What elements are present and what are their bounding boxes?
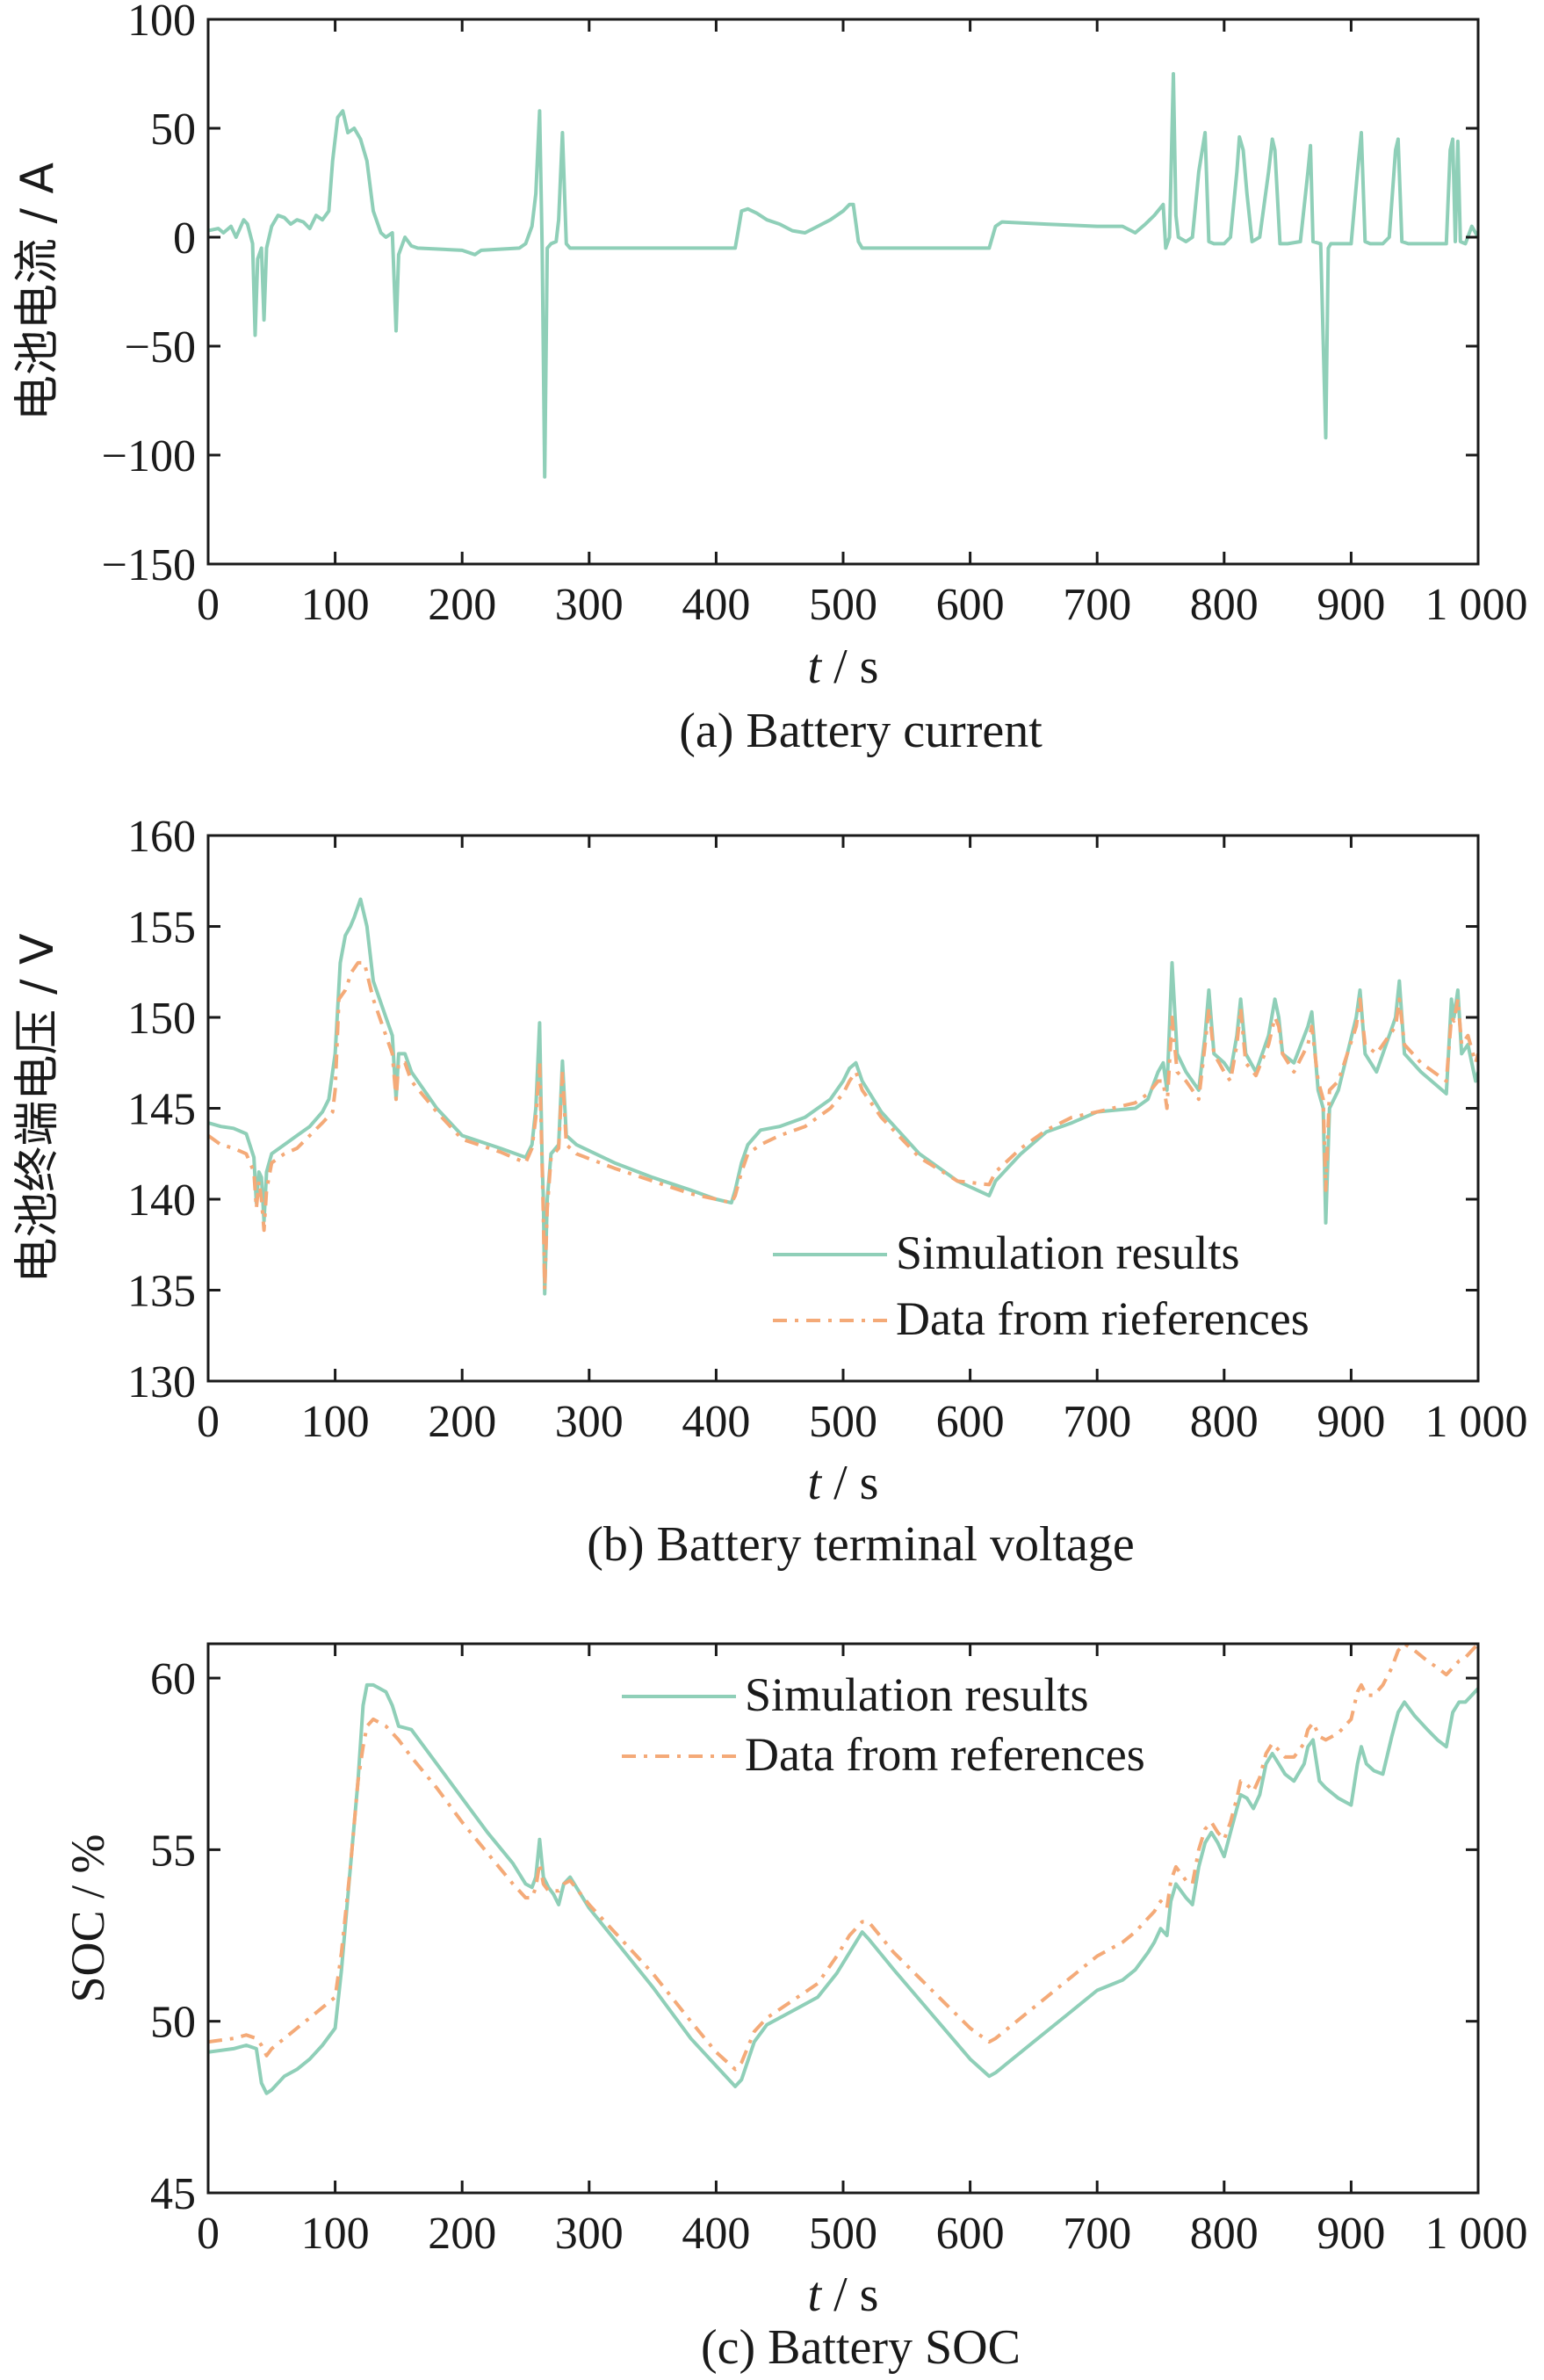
y-tick-label: −50 — [125, 322, 196, 373]
y-axis-label: SOC / % — [61, 1834, 114, 2002]
y-tick-label: 0 — [173, 213, 196, 264]
y-tick-label: 140 — [127, 1176, 196, 1226]
x-axis-label-var: t — [808, 2268, 823, 2322]
x-tick-label: 800 — [1190, 1397, 1259, 1447]
x-tick-label: 600 — [936, 1397, 1005, 1447]
x-tick-label: 200 — [428, 2209, 496, 2259]
panel-caption: (c) Battery SOC — [701, 2320, 1021, 2375]
x-axis-label-var: t — [808, 640, 823, 694]
x-tick-label: 300 — [555, 580, 624, 630]
x-axis-label-unit: / s — [821, 640, 878, 694]
x-tick-label: 700 — [1063, 1397, 1131, 1447]
x-tick-label: 100 — [301, 2209, 370, 2259]
y-tick-label: 150 — [127, 994, 196, 1044]
x-tick-label: 0 — [197, 1397, 220, 1447]
panel-c-battery-soc: 0 100 200 300 400 500 600 700 800 900 1 000 45 50 55 6… — [61, 1642, 1528, 2375]
y-tick-label: −150 — [102, 540, 196, 590]
x-tick-label: 300 — [555, 2209, 624, 2259]
x-tick-label: 1 000 — [1425, 580, 1528, 630]
x-tick-label: 900 — [1317, 580, 1385, 630]
legend: Simulation results Data from rieferences — [773, 1226, 1310, 1345]
x-tick-label: 1 000 — [1425, 1397, 1528, 1447]
y-tick-label: 50 — [150, 105, 196, 155]
x-tick-label: 100 — [301, 580, 370, 630]
x-tick-label: 1 000 — [1425, 2209, 1528, 2259]
x-tick-label: 100 — [301, 1397, 370, 1447]
y-axis-label: 电池终端电压 / V — [11, 933, 64, 1284]
x-tick-label: 200 — [428, 1397, 496, 1447]
series-line-0 — [208, 72, 1478, 479]
x-axis-label: t / s — [808, 2268, 879, 2322]
y-tick-label: 60 — [150, 1654, 196, 1704]
x-tick-label: 500 — [809, 1397, 877, 1447]
x-tick-label: 400 — [682, 2209, 750, 2259]
y-tick-label: 45 — [150, 2169, 196, 2219]
legend-label: Data from rieferences — [896, 1292, 1310, 1345]
x-tick-label: 300 — [555, 1397, 624, 1447]
y-tick-label: 155 — [127, 903, 196, 953]
y-tick-label: 100 — [127, 0, 196, 46]
x-tick-label: 500 — [809, 580, 877, 630]
x-tick-label: 500 — [809, 2209, 877, 2259]
x-tick-label: 700 — [1063, 2209, 1131, 2259]
y-tick-label: 135 — [127, 1267, 196, 1317]
x-tick-label: 900 — [1317, 2209, 1385, 2259]
x-axis-label: t / s — [808, 640, 879, 694]
x-axis-label-unit: / s — [821, 2268, 878, 2322]
panel-a-battery-current: 0 100 200 300 400 500 600 700 800 900 1 000−150−10… — [11, 0, 1528, 758]
panel-b-battery-terminal-voltage: 0 100 200 300 400 500 600 700 800 900 1 000 130 135 1… — [11, 812, 1528, 1572]
y-tick-label: 50 — [150, 1998, 196, 2048]
y-axis-label: 电池电流 / A — [11, 162, 64, 421]
y-tick-label: 130 — [127, 1357, 196, 1407]
x-tick-label: 800 — [1190, 2209, 1259, 2259]
series-line-simulation-results — [208, 1682, 1478, 2095]
x-tick-label: 600 — [936, 580, 1005, 630]
series-line-data-from-rieferences — [208, 960, 1478, 1292]
y-tick-label: 160 — [127, 812, 196, 862]
y-tick-label: 145 — [127, 1085, 196, 1135]
legend-label: Simulation results — [745, 1668, 1089, 1721]
x-tick-label: 0 — [197, 580, 220, 630]
x-axis-label-var: t — [808, 1456, 823, 1510]
x-tick-label: 400 — [682, 1397, 750, 1447]
x-tick-label: 600 — [936, 2209, 1005, 2259]
legend: Simulation results Data from references — [622, 1668, 1145, 1781]
y-tick-label: −100 — [102, 431, 196, 481]
series-line-simulation-results — [208, 897, 1478, 1296]
x-tick-label: 200 — [428, 580, 496, 630]
legend-label: Simulation results — [896, 1226, 1240, 1279]
x-tick-label: 700 — [1063, 580, 1131, 630]
x-tick-label: 0 — [197, 2209, 220, 2259]
x-axis-label-unit: / s — [821, 1456, 878, 1510]
y-tick-label: 55 — [150, 1826, 196, 1876]
panel-caption: (a) Battery current — [679, 704, 1043, 758]
panel-caption: (b) Battery terminal voltage — [587, 1517, 1135, 1572]
x-axis-label: t / s — [808, 1456, 879, 1510]
legend-label: Data from references — [745, 1728, 1145, 1781]
x-tick-label: 800 — [1190, 580, 1259, 630]
x-tick-label: 400 — [682, 580, 750, 630]
x-tick-label: 900 — [1317, 1397, 1385, 1447]
